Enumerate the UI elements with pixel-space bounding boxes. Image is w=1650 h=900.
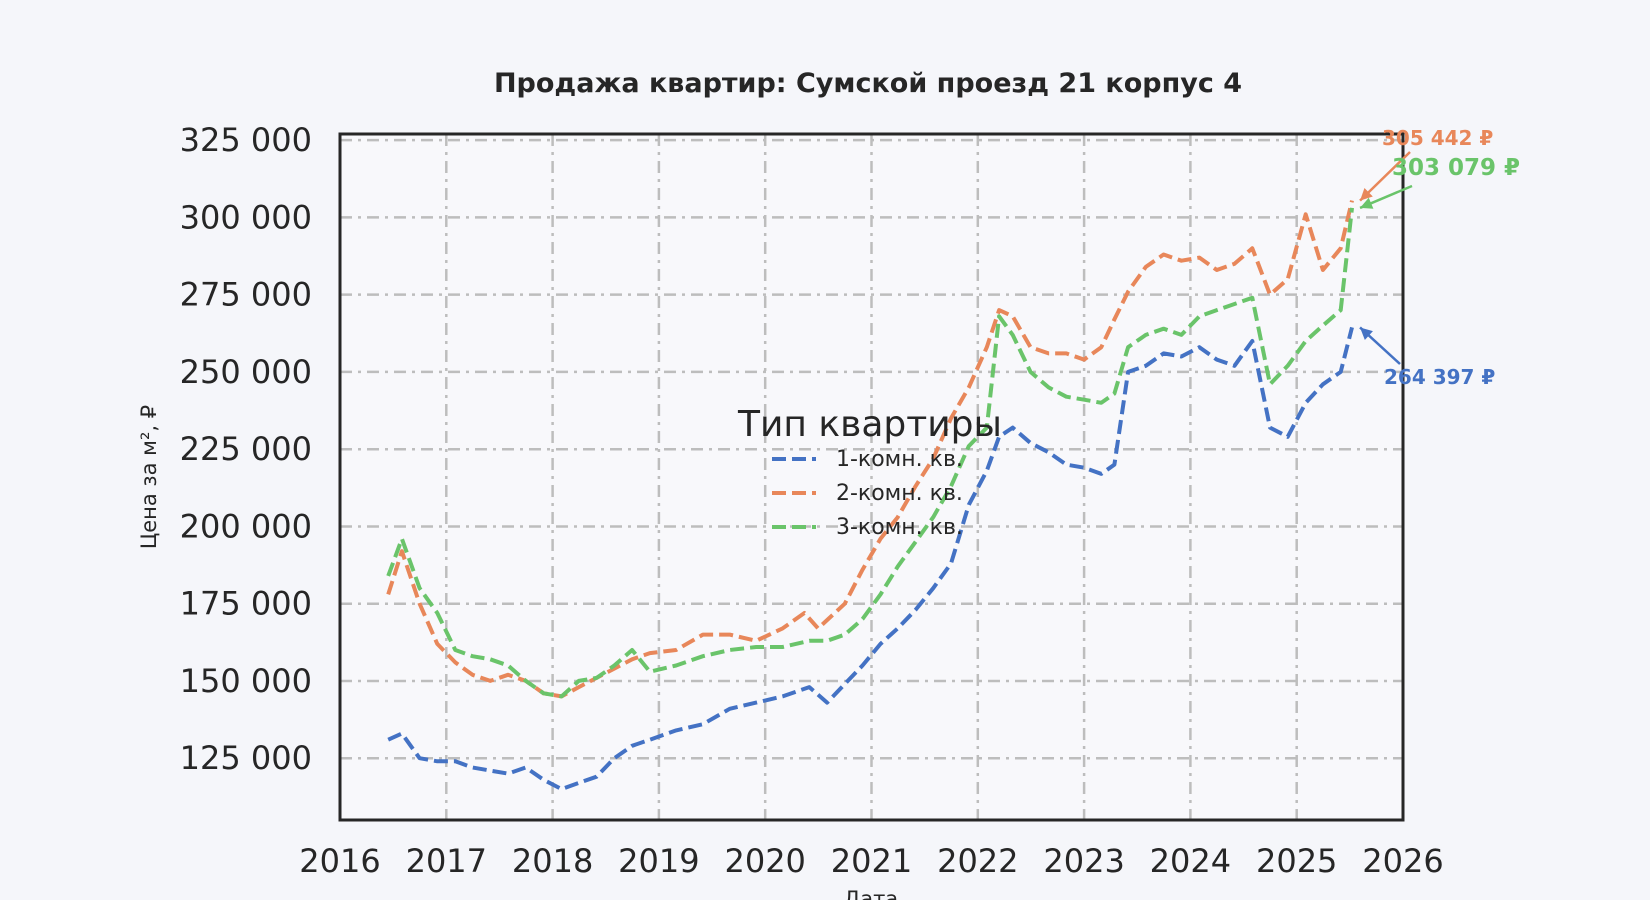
y-tick-label: 200 000: [180, 507, 312, 545]
annotation-arrowhead-1: [1360, 187, 1373, 201]
y-axis-label: Цена за м², ₽: [137, 405, 161, 549]
x-tick-label: 2024: [1150, 842, 1231, 880]
x-tick-label: 2021: [831, 842, 912, 880]
legend-entry-1: 1-комн. кв.: [836, 447, 963, 472]
x-tick-label: 2025: [1256, 842, 1337, 880]
y-tick-label: 125 000: [180, 739, 312, 777]
y-tick-label: 250 000: [180, 353, 312, 391]
x-tick-label: 2016: [299, 842, 380, 880]
annotation-arrowhead-3: [1360, 327, 1373, 340]
legend-title: Тип квартиры: [737, 404, 1002, 445]
series-layer: [386, 200, 1354, 792]
legend: Тип квартиры 1-комн. кв. 2-комн. кв. 3-ком…: [737, 404, 1002, 540]
y-tick-label: 175 000: [180, 585, 312, 623]
plot-frame: [338, 132, 1405, 822]
y-tick-label: 325 000: [180, 121, 312, 159]
annotation-arrowhead-2: [1360, 197, 1374, 209]
y-tick-label: 225 000: [180, 430, 312, 468]
chart-title: Продажа квартир: Сумской проезд 21 корпу…: [494, 68, 1242, 99]
x-axis-label: Дата: [844, 887, 898, 900]
x-tick-label: 2020: [724, 842, 805, 880]
series-line-3: [386, 207, 1354, 699]
legend-entry-3: 3-комн. кв.: [836, 515, 963, 540]
legend-entry-2: 2-комн. кв.: [836, 481, 963, 506]
annotation-label-3: 264 397 ₽: [1384, 365, 1495, 389]
annotation-label-2: 303 079 ₽: [1392, 155, 1520, 181]
annotation-label-1: 305 442 ₽: [1382, 126, 1493, 150]
series-line-1: [387, 326, 1354, 792]
x-tick-label: 2017: [406, 842, 487, 880]
x-tick-label: 2022: [937, 842, 1018, 880]
x-tick-label: 2023: [1043, 842, 1124, 880]
x-tick-labels: 2016 2017 2018 2019 2020 2021 2022 2023 2024 2025…: [299, 842, 1443, 880]
x-tick-label: 2019: [618, 842, 699, 880]
y-tick-label: 300 000: [180, 198, 312, 236]
x-tick-label: 2018: [512, 842, 593, 880]
x-tick-label: 2026: [1362, 842, 1443, 880]
y-tick-label: 150 000: [180, 662, 312, 700]
legend-entries: 1-комн. кв. 2-комн. кв. 3-комн. кв.: [772, 447, 963, 540]
y-tick-labels: 125 000 150 000 175 000 200 000 225 000 250 0…: [180, 121, 312, 777]
y-tick-label: 275 000: [180, 276, 312, 314]
end-annotations: 305 442 ₽ 303 079 ₽ 264 397 ₽: [1359, 126, 1520, 389]
